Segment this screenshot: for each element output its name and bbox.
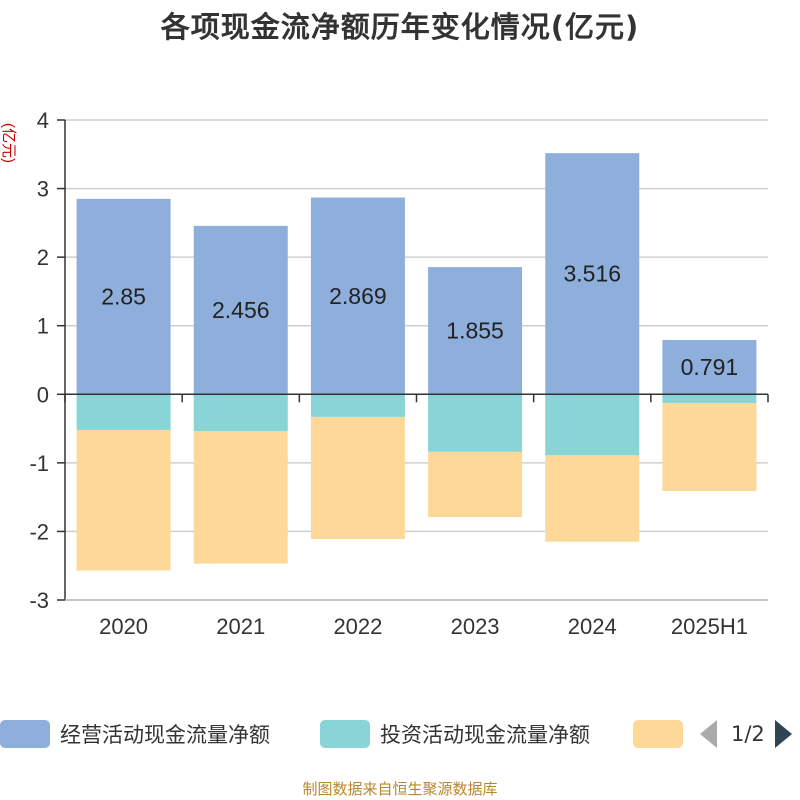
pager-prev-icon[interactable] (700, 720, 717, 748)
bars (76, 153, 757, 571)
legend-item-investing[interactable]: 投资活动现金流量净额 (320, 716, 590, 752)
bar-series0-2025H1[interactable] (662, 340, 757, 395)
bar-series2-2025H1[interactable] (662, 403, 757, 491)
bar-series0-2021[interactable] (193, 225, 288, 395)
legend-swatch-operating (0, 720, 50, 748)
data-label-2025H1: 0.791 (681, 354, 739, 380)
x-tick-label: 2021 (216, 614, 265, 639)
bar-series1-2023[interactable] (428, 394, 523, 452)
chart-title: 各项现金流净额历年变化情况(亿元) (160, 10, 640, 44)
bar-series0-2024[interactable] (545, 153, 640, 395)
y-tick-label: 0 (37, 382, 49, 407)
legend-item-operating[interactable]: 经营活动现金流量净额 (0, 716, 270, 752)
source-footer: 制图数据来自恒生聚源数据库 (302, 780, 498, 798)
pager-page-indicator: 1/2 (731, 722, 765, 746)
bar-series0-2022[interactable] (310, 197, 405, 395)
data-label-2024: 3.516 (563, 261, 621, 287)
pager-next-icon[interactable] (774, 720, 792, 748)
y-tick-label: -2 (29, 519, 49, 544)
legend-swatch-investing (320, 720, 370, 748)
x-tick-label: 2022 (333, 614, 382, 639)
bar-series0-2023[interactable] (428, 267, 523, 395)
y-tick-label: 4 (37, 108, 49, 133)
bar-series1-2024[interactable] (545, 394, 640, 456)
bar-series2-2023[interactable] (428, 451, 523, 518)
legend-swatch-financing (633, 720, 683, 748)
bar-series1-2020[interactable] (76, 394, 171, 430)
data-label-2020: 2.85 (101, 284, 146, 310)
legend: 经营活动现金流量净额 投资活动现金流量净额 1/2 (0, 716, 800, 752)
bar-series1-2025H1[interactable] (662, 394, 757, 404)
y-axis-unit-label: (亿元) (0, 123, 17, 163)
legend-item-financing[interactable] (633, 716, 683, 752)
x-tick-label: 2020 (99, 614, 148, 639)
bar-series1-2021[interactable] (193, 394, 288, 432)
bar-series2-2022[interactable] (310, 416, 405, 539)
data-labels: 2.85 2.456 2.869 1.855 3.516 0.791 (101, 261, 738, 380)
x-tick-label: 2024 (568, 614, 617, 639)
y-tick-label: -3 (29, 588, 49, 613)
bar-series2-2020[interactable] (76, 429, 171, 571)
y-tick-label: -1 (29, 451, 49, 476)
y-tick-label: 3 (37, 177, 49, 202)
data-label-2023: 1.855 (446, 318, 504, 344)
axes: 4 3 2 1 0 -1 -2 -3 2020 2021 2022 2023 2024 2025H1 (29, 108, 769, 639)
y-tick-label: 1 (37, 314, 49, 339)
y-tick-label: 2 (37, 245, 49, 270)
x-tick-label: 2025H1 (671, 614, 748, 639)
x-tick-label: 2023 (451, 614, 500, 639)
legend-label-operating: 经营活动现金流量净额 (60, 723, 270, 747)
bar-series2-2021[interactable] (193, 431, 288, 564)
legend-pager: 1/2 (700, 716, 792, 752)
data-label-2021: 2.456 (212, 297, 270, 323)
legend-label-investing: 投资活动现金流量净额 (380, 723, 590, 747)
bar-series1-2022[interactable] (310, 394, 405, 417)
bar-series0-2020[interactable] (76, 198, 171, 395)
data-label-2022: 2.869 (329, 283, 387, 309)
bar-series2-2024[interactable] (545, 455, 640, 542)
